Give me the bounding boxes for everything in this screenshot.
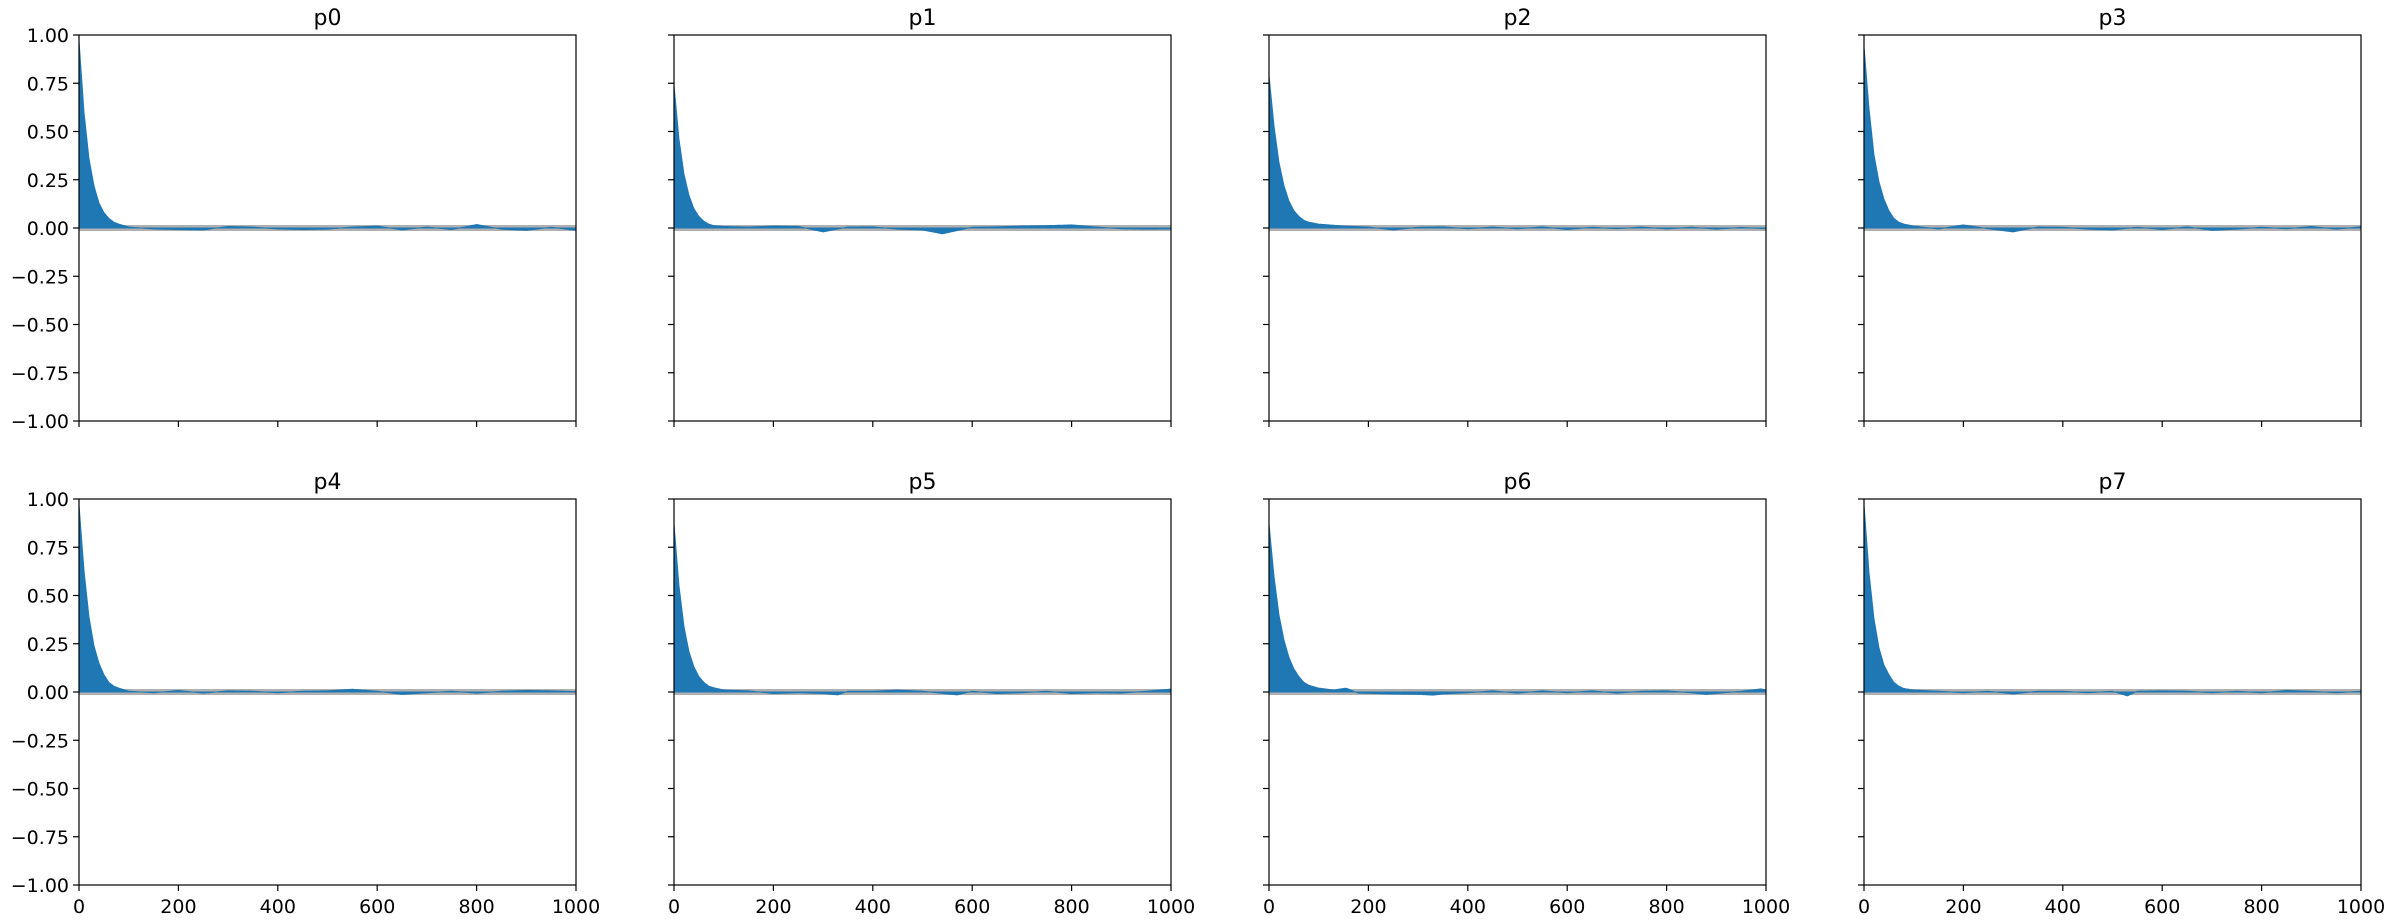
x-tick-label: 600 xyxy=(1549,896,1585,918)
panel-p3: p3 xyxy=(1858,6,2362,427)
panel-p1: p1 xyxy=(668,6,1172,427)
y-tick-label: 0.25 xyxy=(27,170,69,192)
x-tick-label: 200 xyxy=(755,896,791,918)
panel-title: p3 xyxy=(2099,6,2127,31)
y-tick-label: 0.25 xyxy=(27,634,69,656)
acf-area xyxy=(1268,75,1767,231)
y-tick-label: −0.75 xyxy=(11,827,69,849)
x-tick-label: 200 xyxy=(1350,896,1386,918)
x-tick-label: 800 xyxy=(458,896,494,918)
y-tick-label: 0.50 xyxy=(27,586,69,608)
panel-title: p7 xyxy=(2099,470,2127,495)
y-tick-label: 0.00 xyxy=(27,218,69,240)
panel-p4: p4 1.00 0.75 0.50 0.25 0.00 −0.25 −0.50 −0.75 −1.… xyxy=(11,470,600,918)
x-tick-label: 600 xyxy=(2144,896,2180,918)
acf-area xyxy=(78,40,577,231)
panel-p2: p2 xyxy=(1263,6,1767,427)
y-tick-label: 1.00 xyxy=(27,489,69,511)
x-tick-label: 1000 xyxy=(2337,896,2385,918)
acf-area xyxy=(1863,504,2362,697)
acf-area xyxy=(78,504,577,695)
y-tick-label: −0.25 xyxy=(11,266,69,288)
x-tick-label: 800 xyxy=(1053,896,1089,918)
x-tick-label: 600 xyxy=(954,896,990,918)
panel-title: p2 xyxy=(1504,6,1532,31)
x-tick-label: 400 xyxy=(2045,896,2081,918)
y-tick-label: −1.00 xyxy=(11,875,69,897)
panel-title: p6 xyxy=(1504,470,1532,495)
panel-title: p0 xyxy=(314,6,342,31)
acf-area xyxy=(1863,46,2362,233)
panel-p0: p0 1.00 0.75 0.50 0.25 0.00 −0.25 −0.50 −0.75 −1.… xyxy=(11,6,577,433)
x-tick-label: 400 xyxy=(1450,896,1486,918)
y-tick-label: 0.75 xyxy=(27,73,69,95)
panel-p5: p5 0 200 400 600 800 1000 xyxy=(668,470,1195,918)
x-tick-label: 1000 xyxy=(1742,896,1790,918)
y-tick-label: −0.75 xyxy=(11,363,69,385)
x-tick-label: 0 xyxy=(1858,896,1870,918)
x-tick-label: 800 xyxy=(2243,896,2279,918)
acf-area xyxy=(1268,524,1767,696)
x-tick-label: 200 xyxy=(160,896,196,918)
x-tick-label: 600 xyxy=(359,896,395,918)
y-tick-label: 0.00 xyxy=(27,682,69,704)
panel-p7: p7 0 200 400 600 800 1000 xyxy=(1858,470,2385,918)
panel-title: p5 xyxy=(909,470,937,495)
panel-title: p4 xyxy=(314,470,342,495)
y-tick-label: −0.50 xyxy=(11,779,69,801)
x-tick-label: 800 xyxy=(1648,896,1684,918)
x-tick-label: 0 xyxy=(1263,896,1275,918)
x-tick-label: 400 xyxy=(260,896,296,918)
panel-p6: p6 0 200 400 600 800 1000 xyxy=(1263,470,1790,918)
panel-title: p1 xyxy=(909,6,937,31)
x-tick-label: 400 xyxy=(855,896,891,918)
x-tick-label: 200 xyxy=(1945,896,1981,918)
y-tick-label: 1.00 xyxy=(27,25,69,47)
x-tick-label: 0 xyxy=(73,896,85,918)
x-tick-label: 0 xyxy=(668,896,680,918)
acf-area xyxy=(673,85,1172,235)
x-tick-label: 1000 xyxy=(1147,896,1195,918)
x-tick-label: 1000 xyxy=(552,896,600,918)
y-tick-label: −0.50 xyxy=(11,315,69,337)
y-tick-label: −0.25 xyxy=(11,730,69,752)
y-tick-label: −1.00 xyxy=(11,411,69,433)
acf-area xyxy=(673,524,1172,696)
y-tick-label: 0.75 xyxy=(27,537,69,559)
y-tick-label: 0.50 xyxy=(27,122,69,144)
